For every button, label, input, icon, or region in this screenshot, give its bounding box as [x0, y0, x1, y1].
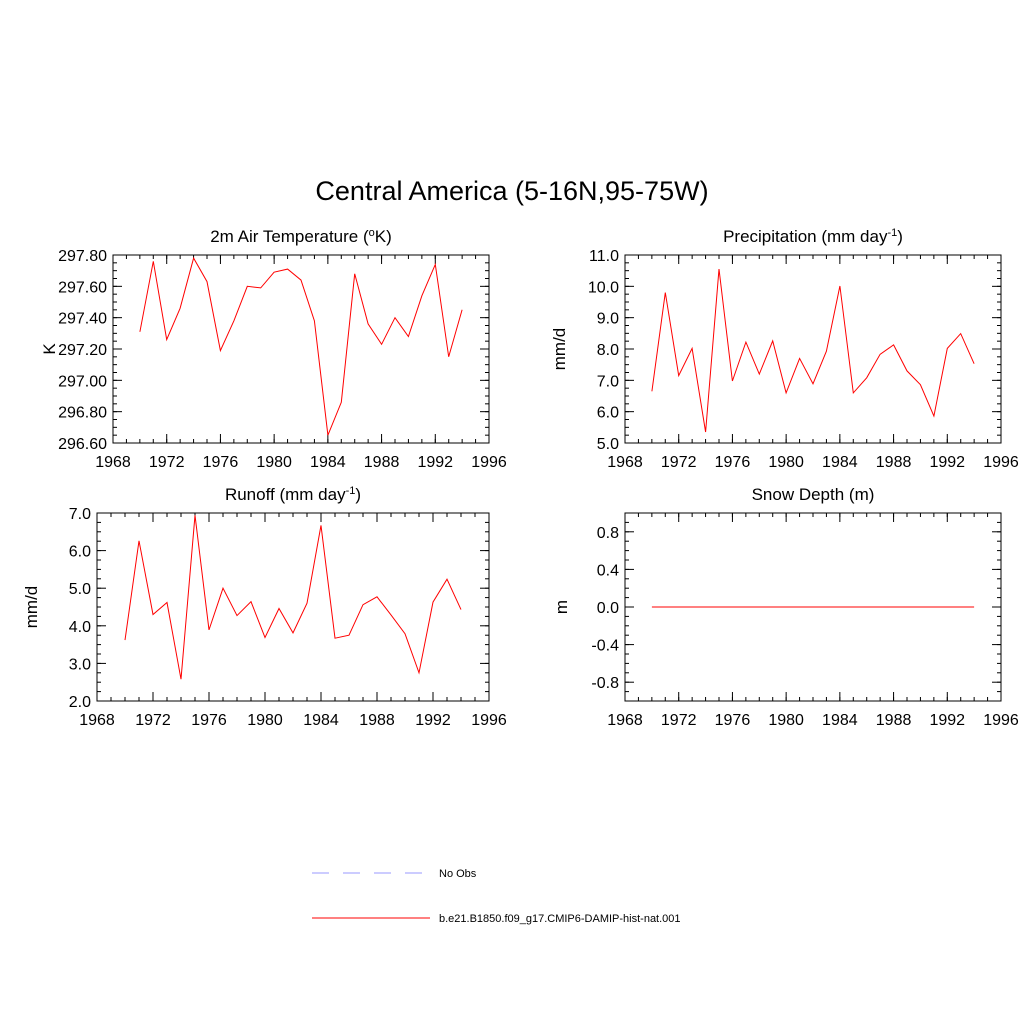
y-tick-label: 5.0 [597, 436, 619, 453]
y-tick-label: 6.0 [69, 544, 91, 561]
series-line [139, 256, 463, 436]
plot-frame [96, 512, 490, 702]
x-tick-label: 1988 [364, 454, 400, 471]
y-tick-label: 5.0 [69, 581, 91, 598]
panel-title: Snow Depth (m) [752, 485, 875, 504]
x-tick-label: 1980 [247, 712, 283, 729]
y-axis-label: mm/d [22, 586, 41, 629]
y-axis-label: K [40, 343, 59, 355]
panel-title-text: 2m Air Temperature ( [210, 227, 369, 246]
x-tick-label: 1996 [471, 454, 507, 471]
panel-title: Runoff (mm day-1) [225, 485, 361, 504]
x-tick-label: 1972 [149, 454, 185, 471]
y-tick-label: 11.0 [589, 248, 619, 265]
x-tick-label: 1984 [822, 712, 858, 729]
y-tick-label: 297.80 [58, 248, 107, 265]
x-tick-label: 1996 [983, 454, 1019, 471]
y-tick-label: 6.0 [597, 405, 619, 422]
x-tick-label: 1968 [607, 454, 643, 471]
plot-frame [112, 254, 490, 444]
x-tick-label: 1976 [715, 712, 751, 729]
series-line [124, 515, 462, 680]
panel-2: 1968 1972 1976 1980 1984 1988 1992 1996 5.0 6.0 7.… [550, 227, 1019, 471]
x-tick-label: 1976 [191, 712, 227, 729]
panel-3: 1968 1972 1976 1980 1984 1988 1992 1996 2.0 3.0 4.… [22, 485, 507, 729]
x-tick-label: 1992 [929, 454, 965, 471]
x-tick-label: 1984 [822, 454, 858, 471]
panel-title-end: K) [375, 227, 392, 246]
y-tick-label: 297.00 [58, 373, 107, 390]
x-tick-label: 1968 [607, 712, 643, 729]
x-tick-label: 1996 [983, 712, 1019, 729]
y-tick-label: -0.4 [591, 638, 619, 655]
panel-title-text: Snow Depth (m) [752, 485, 875, 504]
x-tick-label: 1984 [303, 712, 339, 729]
y-tick-label: 3.0 [69, 656, 91, 673]
legend-label: No Obs [439, 868, 477, 880]
y-tick-label: 4.0 [69, 619, 91, 636]
x-tick-label: 1972 [135, 712, 171, 729]
x-tick-label: 1968 [95, 454, 131, 471]
y-tick-label: 0.8 [597, 525, 619, 542]
x-tick-label: 1992 [415, 712, 451, 729]
y-axis-label: m [552, 600, 571, 614]
y-tick-label: 10.0 [588, 279, 619, 296]
y-tick-label: 296.80 [58, 405, 107, 422]
y-tick-label: -0.8 [591, 675, 619, 692]
panel-title-sup: -1 [346, 485, 356, 497]
panel-title-text: Precipitation (mm day [723, 227, 888, 246]
x-tick-label: 1996 [471, 712, 507, 729]
x-tick-label: 1988 [876, 454, 912, 471]
panel-title-end: ) [355, 485, 361, 504]
panel-title: Precipitation (mm day-1) [723, 227, 903, 246]
x-tick-label: 1972 [661, 712, 697, 729]
panel-title: 2m Air Temperature (oK) [210, 227, 392, 246]
x-tick-label: 1980 [768, 454, 804, 471]
figure-title: Central America (5-16N,95-75W) [315, 176, 708, 206]
x-tick-label: 1980 [768, 712, 804, 729]
panel-title-text: Runoff (mm day [225, 485, 346, 504]
series-line [651, 269, 975, 433]
legend: No Obs b.e21.B1850.f09_g17.CMIP6-DAMIP-hi… [312, 868, 681, 925]
y-tick-label: 297.40 [58, 311, 107, 328]
panel-title-sup: o [369, 227, 375, 239]
y-tick-label: 8.0 [597, 342, 619, 359]
x-tick-label: 1976 [715, 454, 751, 471]
y-tick-label: 0.4 [597, 562, 619, 579]
y-tick-label: 7.0 [69, 506, 91, 523]
x-tick-label: 1992 [417, 454, 453, 471]
x-tick-label: 1976 [203, 454, 239, 471]
x-tick-label: 1980 [256, 454, 292, 471]
y-tick-label: 9.0 [597, 311, 619, 328]
panels: 1968 1972 1976 1980 1984 1988 1992 1996 296.60 29… [22, 227, 1019, 729]
plot-frame [624, 254, 1002, 444]
x-tick-label: 1972 [661, 454, 697, 471]
x-tick-label: 1988 [876, 712, 912, 729]
y-tick-label: 296.60 [58, 436, 107, 453]
panel-title-sup: -1 [887, 227, 897, 239]
x-tick-label: 1992 [929, 712, 965, 729]
y-tick-label: 0.0 [597, 600, 619, 617]
y-tick-label: 297.20 [58, 342, 107, 359]
panel-1: 1968 1972 1976 1980 1984 1988 1992 1996 296.60 29… [40, 227, 507, 471]
y-tick-label: 2.0 [69, 694, 91, 711]
y-tick-label: 297.60 [58, 279, 107, 296]
legend-label: b.e21.B1850.f09_g17.CMIP6-DAMIP-hist-nat… [439, 913, 681, 925]
panel-4: 1968 1972 1976 1980 1984 1988 1992 1996 -0.8 -0.4… [552, 485, 1019, 729]
y-tick-label: 7.0 [597, 373, 619, 390]
x-tick-label: 1968 [79, 712, 115, 729]
y-axis-label: mm/d [550, 328, 569, 371]
panel-title-end: ) [897, 227, 903, 246]
x-tick-label: 1984 [310, 454, 346, 471]
x-tick-label: 1988 [359, 712, 395, 729]
